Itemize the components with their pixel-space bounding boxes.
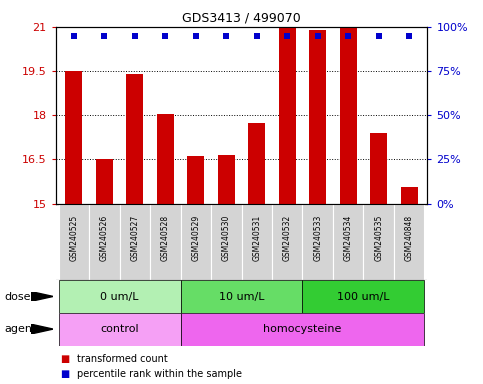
Text: GSM240534: GSM240534	[344, 215, 353, 262]
Bar	[279, 27, 296, 204]
Text: percentile rank within the sample: percentile rank within the sample	[77, 369, 242, 379]
Text: dose: dose	[5, 291, 31, 302]
Bar	[58, 204, 89, 280]
Bar	[340, 27, 356, 204]
Bar	[248, 122, 265, 204]
Text: GSM240528: GSM240528	[161, 215, 170, 261]
Point	[375, 33, 383, 39]
Text: GSM240848: GSM240848	[405, 215, 413, 261]
Text: agent: agent	[5, 324, 37, 334]
Point	[100, 33, 108, 39]
Point	[192, 33, 199, 39]
Bar	[370, 133, 387, 204]
Point	[314, 33, 322, 39]
Bar	[181, 313, 425, 346]
Point	[222, 33, 230, 39]
Bar	[309, 30, 326, 204]
Text: GSM240527: GSM240527	[130, 215, 139, 261]
Point	[284, 33, 291, 39]
Text: 0 um/L: 0 um/L	[100, 291, 139, 302]
Title: GDS3413 / 499070: GDS3413 / 499070	[182, 11, 301, 24]
Text: GSM240530: GSM240530	[222, 215, 231, 262]
Point	[70, 33, 78, 39]
Text: GSM240526: GSM240526	[100, 215, 109, 261]
Bar	[181, 280, 302, 313]
Polygon shape	[31, 292, 53, 301]
Point	[344, 33, 352, 39]
Bar	[302, 204, 333, 280]
Text: GSM240535: GSM240535	[374, 215, 383, 262]
Bar	[127, 74, 143, 204]
Bar	[333, 204, 363, 280]
Polygon shape	[31, 324, 53, 334]
Text: GSM240533: GSM240533	[313, 215, 322, 262]
Text: GSM240532: GSM240532	[283, 215, 292, 261]
Bar	[58, 313, 181, 346]
Bar	[302, 280, 425, 313]
Text: GSM240529: GSM240529	[191, 215, 200, 261]
Bar	[150, 204, 181, 280]
Bar	[96, 159, 113, 204]
Bar	[66, 71, 82, 204]
Text: 10 um/L: 10 um/L	[219, 291, 264, 302]
Bar	[218, 155, 235, 204]
Text: transformed count: transformed count	[77, 354, 168, 364]
Bar	[157, 114, 174, 204]
Text: control: control	[100, 324, 139, 334]
Bar	[401, 187, 417, 204]
Text: homocysteine: homocysteine	[263, 324, 341, 334]
Point	[131, 33, 139, 39]
Point	[405, 33, 413, 39]
Bar	[394, 204, 425, 280]
Bar	[211, 204, 242, 280]
Bar	[242, 204, 272, 280]
Text: GSM240525: GSM240525	[70, 215, 78, 261]
Bar	[272, 204, 302, 280]
Point	[161, 33, 169, 39]
Text: GSM240531: GSM240531	[252, 215, 261, 261]
Point	[253, 33, 261, 39]
Bar	[187, 156, 204, 204]
Text: 100 um/L: 100 um/L	[337, 291, 390, 302]
Bar	[120, 204, 150, 280]
Bar	[89, 204, 120, 280]
Bar	[58, 280, 181, 313]
Bar	[363, 204, 394, 280]
Text: ■: ■	[60, 369, 70, 379]
Bar	[181, 204, 211, 280]
Text: ■: ■	[60, 354, 70, 364]
